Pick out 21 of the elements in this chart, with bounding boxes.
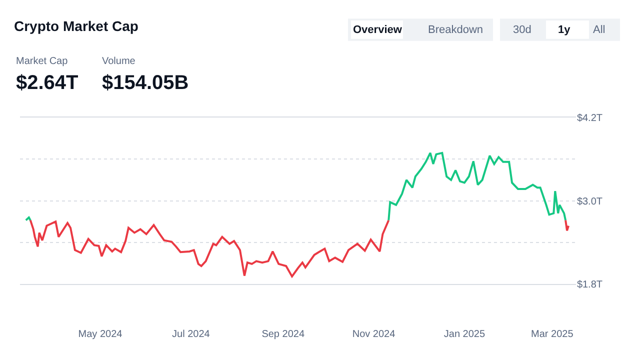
text: Overview [353,24,402,36]
text: All [593,24,606,36]
x-tick-label: Jul 2024 [172,329,210,340]
y-tick-label: $4.2T [576,113,603,124]
line-series [29,219,390,278]
x-tick-label: May 2024 [78,329,123,340]
text: Market Cap [16,56,68,67]
text: Volume [102,56,136,67]
x-tick-label: Sep 2024 [262,329,305,340]
x-tick-label: Nov 2024 [352,329,396,340]
line-series [388,152,567,222]
text: Breakdown [428,24,484,36]
text: 1y [558,24,572,36]
text: 30d [513,24,532,36]
y-tick-label: $3.0T [576,196,603,208]
text: $2.64T [16,72,78,94]
chart-title: Crypto Market Cap [14,18,138,34]
text: $154.05B [102,72,189,94]
x-tick-label: Mar 2025 [531,329,574,340]
y-tick-label: $1.8T [576,280,603,291]
x-tick-label: Jan 2025 [444,329,486,340]
